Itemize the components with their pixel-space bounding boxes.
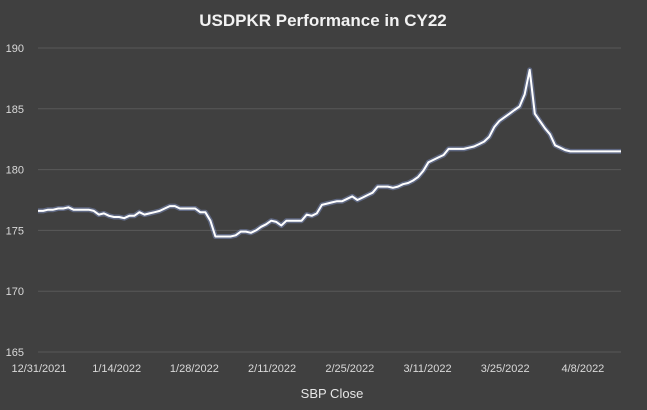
series-layer [38,67,621,239]
y-tick-label: 190 [6,43,24,55]
gridlines [38,47,621,353]
x-tick-label: 1/28/2022 [170,363,219,375]
y-axis-ticks: 165 170 175 180 185 190 [6,43,24,359]
x-tick-label: 3/11/2022 [403,363,451,375]
x-axis-label: SBP Close [301,386,364,401]
x-tick-label: 3/25/2022 [481,363,530,375]
y-tick-label: 175 [6,225,24,237]
y-tick-label: 165 [6,347,24,359]
x-axis-ticks: 12/31/2021 1/14/2022 1/28/2022 2/11/2022 2/2… [11,363,604,375]
x-tick-label: 4/8/2022 [561,363,604,375]
x-tick-label: 2/25/2022 [325,363,374,375]
series-line-sbp-close [38,68,621,238]
y-tick-label: 170 [6,286,24,298]
x-tick-label: 12/31/2021 [11,363,66,375]
x-tick-label: 1/14/2022 [92,363,141,375]
x-tick-label: 2/11/2022 [248,363,296,375]
y-tick-label: 185 [6,104,24,116]
chart-title: USDPKR Performance in CY22 [199,11,447,30]
y-tick-label: 180 [6,165,24,177]
